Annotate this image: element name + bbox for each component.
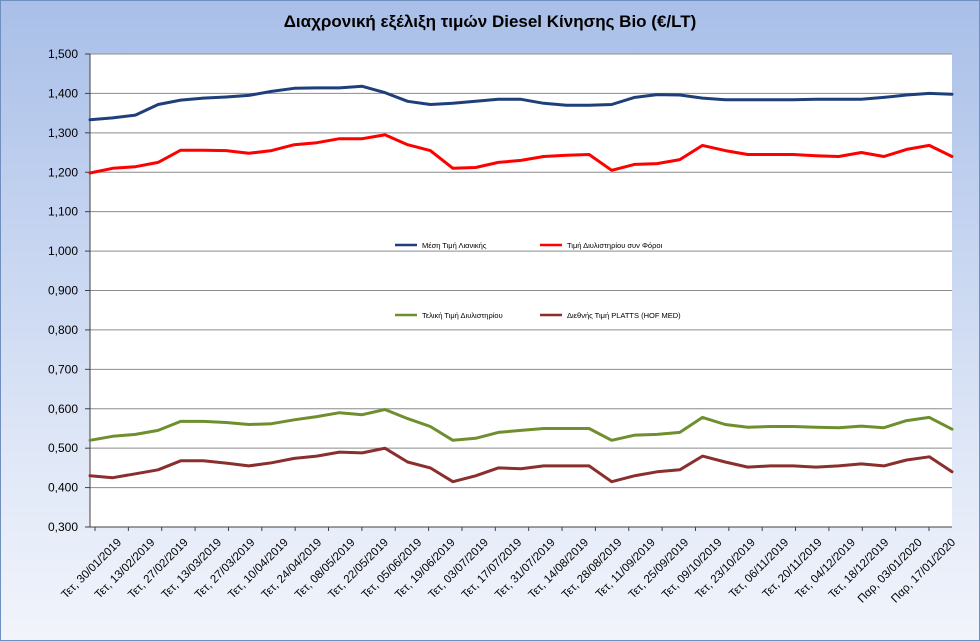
x-tick-label: Τετ, 18/12/2019 (827, 537, 892, 602)
x-tick-label: Τετ, 31/07/2019 (493, 537, 558, 602)
x-tick-label: Τετ, 10/04/2019 (226, 537, 291, 602)
y-tick-label: 0,600 (48, 402, 78, 416)
x-tick-label: Τετ, 22/05/2019 (326, 537, 391, 602)
x-tick-label: Τετ, 03/07/2019 (426, 537, 491, 602)
y-tick-label: 0,900 (48, 284, 78, 298)
x-tick-label: Τετ, 14/08/2019 (527, 537, 592, 602)
x-tick-label: Τετ, 20/11/2019 (761, 537, 825, 601)
x-tick-label: Τετ, 04/12/2019 (793, 537, 858, 602)
x-tick-label: Τετ, 23/10/2019 (693, 537, 758, 602)
x-tick-label: Τετ, 27/03/2019 (193, 537, 258, 602)
y-tick-label: 0,700 (48, 362, 78, 376)
y-tick-label: 1,100 (48, 205, 78, 219)
y-tick-label: 0,400 (48, 481, 78, 495)
x-tick-label: Τετ, 27/02/2019 (126, 537, 191, 602)
y-tick-label: 1,500 (48, 47, 78, 61)
x-tick-label: Τετ, 13/03/2019 (160, 537, 225, 602)
x-tick-label: Τετ, 13/02/2019 (93, 537, 158, 602)
x-tick-label: Τετ, 06/11/2019 (727, 537, 791, 601)
y-tick-label: 0,800 (48, 323, 78, 337)
x-tick-label: Τετ, 09/10/2019 (660, 537, 725, 602)
x-tick-label: Τετ, 08/05/2019 (293, 537, 358, 602)
series-line (88, 446, 954, 484)
y-tick-label: 1,000 (48, 244, 78, 258)
x-tick-label: Τετ, 11/09/2019 (594, 537, 658, 601)
chart-title: Διαχρονική εξέλιξη τιμών Diesel Κίνησης … (283, 12, 697, 31)
x-tick-label: Τετ, 30/01/2019 (59, 537, 124, 602)
legend-label: Διεθνής Τιμή PLATTS (HOF MED) (567, 311, 681, 320)
x-tick-label: Τετ, 24/04/2019 (260, 537, 325, 602)
y-tick-label: 1,200 (48, 165, 78, 179)
x-tick-label: Παρ, 17/01/2020 (889, 537, 958, 606)
y-tick-label: 0,300 (48, 520, 78, 534)
series-line (88, 84, 954, 122)
x-tick-label: Τετ, 25/09/2019 (627, 537, 692, 602)
series-line (88, 133, 954, 175)
legend-label: Τελική Τιμή Διυλιστηρίου (422, 311, 503, 320)
x-tick-label: Τετ, 17/07/2019 (460, 537, 525, 602)
y-tick-label: 1,400 (48, 86, 78, 100)
y-tick-label: 0,500 (48, 441, 78, 455)
x-tick-label: Τετ, 19/06/2019 (393, 537, 458, 602)
legend-label: Μέση Τιμή Λιανικής (422, 241, 487, 250)
legend-label: Τιμή Διυλιστηρίου συν Φόροι (567, 241, 663, 250)
y-tick-label: 1,300 (48, 126, 78, 140)
x-tick-label: Τετ, 05/06/2019 (360, 537, 425, 602)
x-tick-label: Τετ, 28/08/2019 (560, 537, 625, 602)
series-line (88, 408, 954, 442)
